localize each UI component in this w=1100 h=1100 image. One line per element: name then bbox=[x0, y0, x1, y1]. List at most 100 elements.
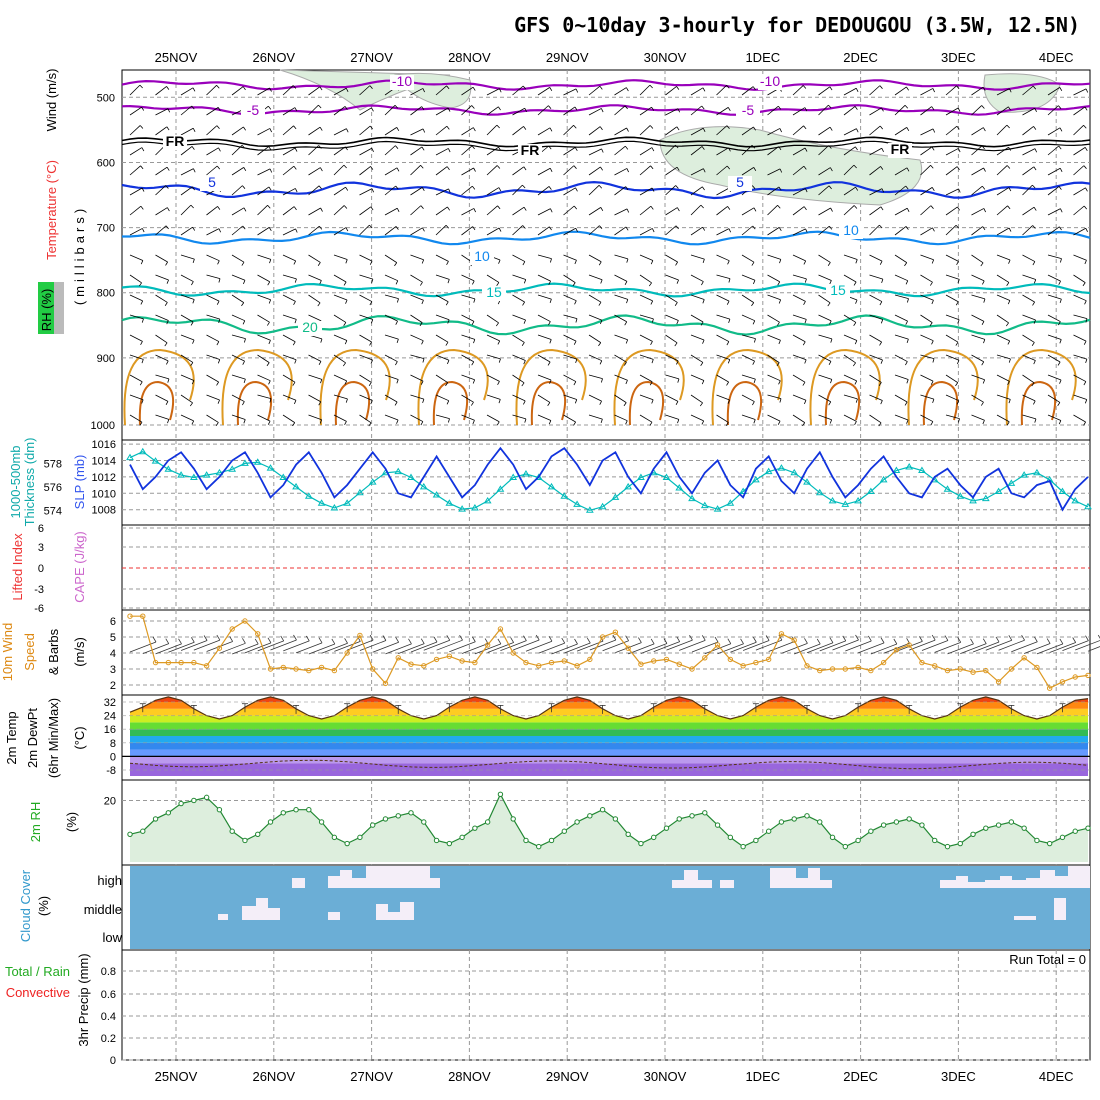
surface-wind-barb-flag bbox=[1085, 635, 1089, 641]
wind-barb-flag bbox=[906, 127, 910, 131]
wind-barb-flag bbox=[1057, 361, 1061, 366]
wind-barb-flag bbox=[164, 342, 168, 347]
wind-barb bbox=[945, 166, 958, 176]
surface-wind-barb-flag bbox=[280, 635, 285, 642]
wind-barb bbox=[155, 166, 168, 176]
wind-barb bbox=[180, 146, 193, 156]
surface-wind-barb bbox=[679, 639, 706, 651]
wind-barb bbox=[741, 414, 756, 420]
rh-line bbox=[129, 792, 1089, 848]
wind-barb-flag bbox=[956, 166, 960, 171]
wind-barb bbox=[971, 374, 985, 381]
wind-barb bbox=[359, 206, 372, 216]
wind-speed-point bbox=[267, 666, 274, 672]
wind-barb bbox=[257, 87, 270, 96]
rh-point bbox=[765, 828, 772, 834]
wind-barb-flag bbox=[753, 338, 756, 343]
wind-barb bbox=[333, 314, 347, 323]
wind-barb bbox=[461, 127, 474, 136]
wind-barb-flag bbox=[1032, 184, 1036, 189]
wind-barb bbox=[308, 126, 321, 136]
pressure-tick-label: 900 bbox=[97, 353, 115, 365]
thickness-point bbox=[956, 492, 965, 499]
wind-barb-flag bbox=[879, 301, 883, 306]
surface-wind-barb bbox=[1075, 640, 1100, 651]
pressure-tick-label: 800 bbox=[97, 288, 115, 300]
surface-wind-barb bbox=[538, 642, 565, 654]
rh-point bbox=[497, 791, 504, 798]
wind-barb bbox=[996, 205, 1008, 216]
wind-barb-flag bbox=[1033, 279, 1037, 284]
wind-barb bbox=[614, 168, 628, 176]
wind-barb bbox=[894, 294, 909, 300]
thickness-point bbox=[752, 475, 760, 483]
wind-barb bbox=[435, 254, 449, 262]
wind-barb bbox=[792, 125, 804, 136]
wind-barb bbox=[588, 294, 602, 303]
wind-barb-flag bbox=[344, 146, 348, 151]
cloud-cover-axis-label: Cloud Cover bbox=[18, 869, 33, 942]
wind-barb bbox=[971, 254, 984, 264]
wind-barb bbox=[614, 394, 627, 403]
wind-barb-flag bbox=[369, 301, 373, 306]
rh-point bbox=[919, 822, 925, 828]
wind-barb bbox=[767, 146, 779, 156]
rh-point bbox=[484, 819, 491, 825]
wind-barb bbox=[333, 354, 346, 364]
wind-barb-flag bbox=[932, 88, 935, 93]
wind-barb bbox=[1047, 208, 1061, 216]
wind-barb bbox=[206, 394, 220, 401]
wind-speed-point bbox=[331, 667, 338, 674]
wind-barb bbox=[665, 166, 678, 176]
wind-barb bbox=[639, 165, 651, 176]
surface-wind-barb bbox=[666, 639, 693, 651]
wind-barb-flag bbox=[167, 378, 170, 383]
wind-barb-flag bbox=[319, 86, 323, 91]
surface-wind-barb bbox=[129, 641, 157, 653]
wind-barb bbox=[996, 227, 1010, 236]
rh-point bbox=[906, 816, 912, 822]
isotherm-line-25 bbox=[711, 348, 783, 426]
wind-barb bbox=[180, 186, 193, 196]
wind-barb bbox=[410, 146, 423, 156]
wind-barb bbox=[563, 165, 575, 176]
wind-barb bbox=[741, 354, 755, 362]
total-rain-label: Total / Rain bbox=[5, 964, 70, 979]
wind-speed-point bbox=[127, 613, 133, 619]
wind-barb bbox=[792, 374, 806, 383]
wind-barb-flag bbox=[932, 227, 935, 232]
wind-barb-flag bbox=[598, 185, 603, 189]
surface-wind-barb-flag bbox=[816, 638, 821, 645]
rh-point bbox=[267, 819, 274, 825]
date-label-top: 4DEC bbox=[1039, 50, 1074, 65]
wind-speed-point bbox=[932, 663, 938, 669]
rh-point bbox=[344, 840, 350, 847]
wind-barb-flag bbox=[855, 398, 858, 403]
rh-point bbox=[306, 806, 312, 813]
wind-speed-point bbox=[599, 634, 606, 640]
wind-barb-flag bbox=[1006, 124, 1010, 129]
wind-barb bbox=[563, 274, 576, 283]
wind-barb bbox=[971, 105, 983, 116]
surface-wind-barb bbox=[742, 640, 770, 651]
wind-barb bbox=[231, 207, 245, 216]
slp-tick-label: 1012 bbox=[92, 472, 116, 484]
wind-barb-flag bbox=[878, 422, 882, 427]
wind-barb bbox=[410, 164, 421, 176]
wind-barb bbox=[818, 374, 832, 380]
wind-speed-point bbox=[651, 658, 657, 664]
wind-barb-flag bbox=[752, 401, 755, 406]
wind-barb bbox=[996, 254, 1011, 261]
dewpoint-line bbox=[129, 759, 1089, 770]
surface-wind-barb bbox=[525, 640, 553, 652]
surface-wind-barb-flag bbox=[267, 637, 272, 644]
wind-barb-flag bbox=[982, 226, 986, 231]
wind-barb bbox=[155, 274, 169, 281]
wind-barb bbox=[180, 87, 194, 96]
wind-barb bbox=[869, 224, 880, 236]
wind-barb bbox=[920, 394, 935, 400]
wind-barb bbox=[818, 414, 832, 421]
wind-barb-flag bbox=[906, 167, 910, 172]
wind-barb bbox=[614, 274, 628, 282]
wind-barb bbox=[843, 394, 858, 400]
